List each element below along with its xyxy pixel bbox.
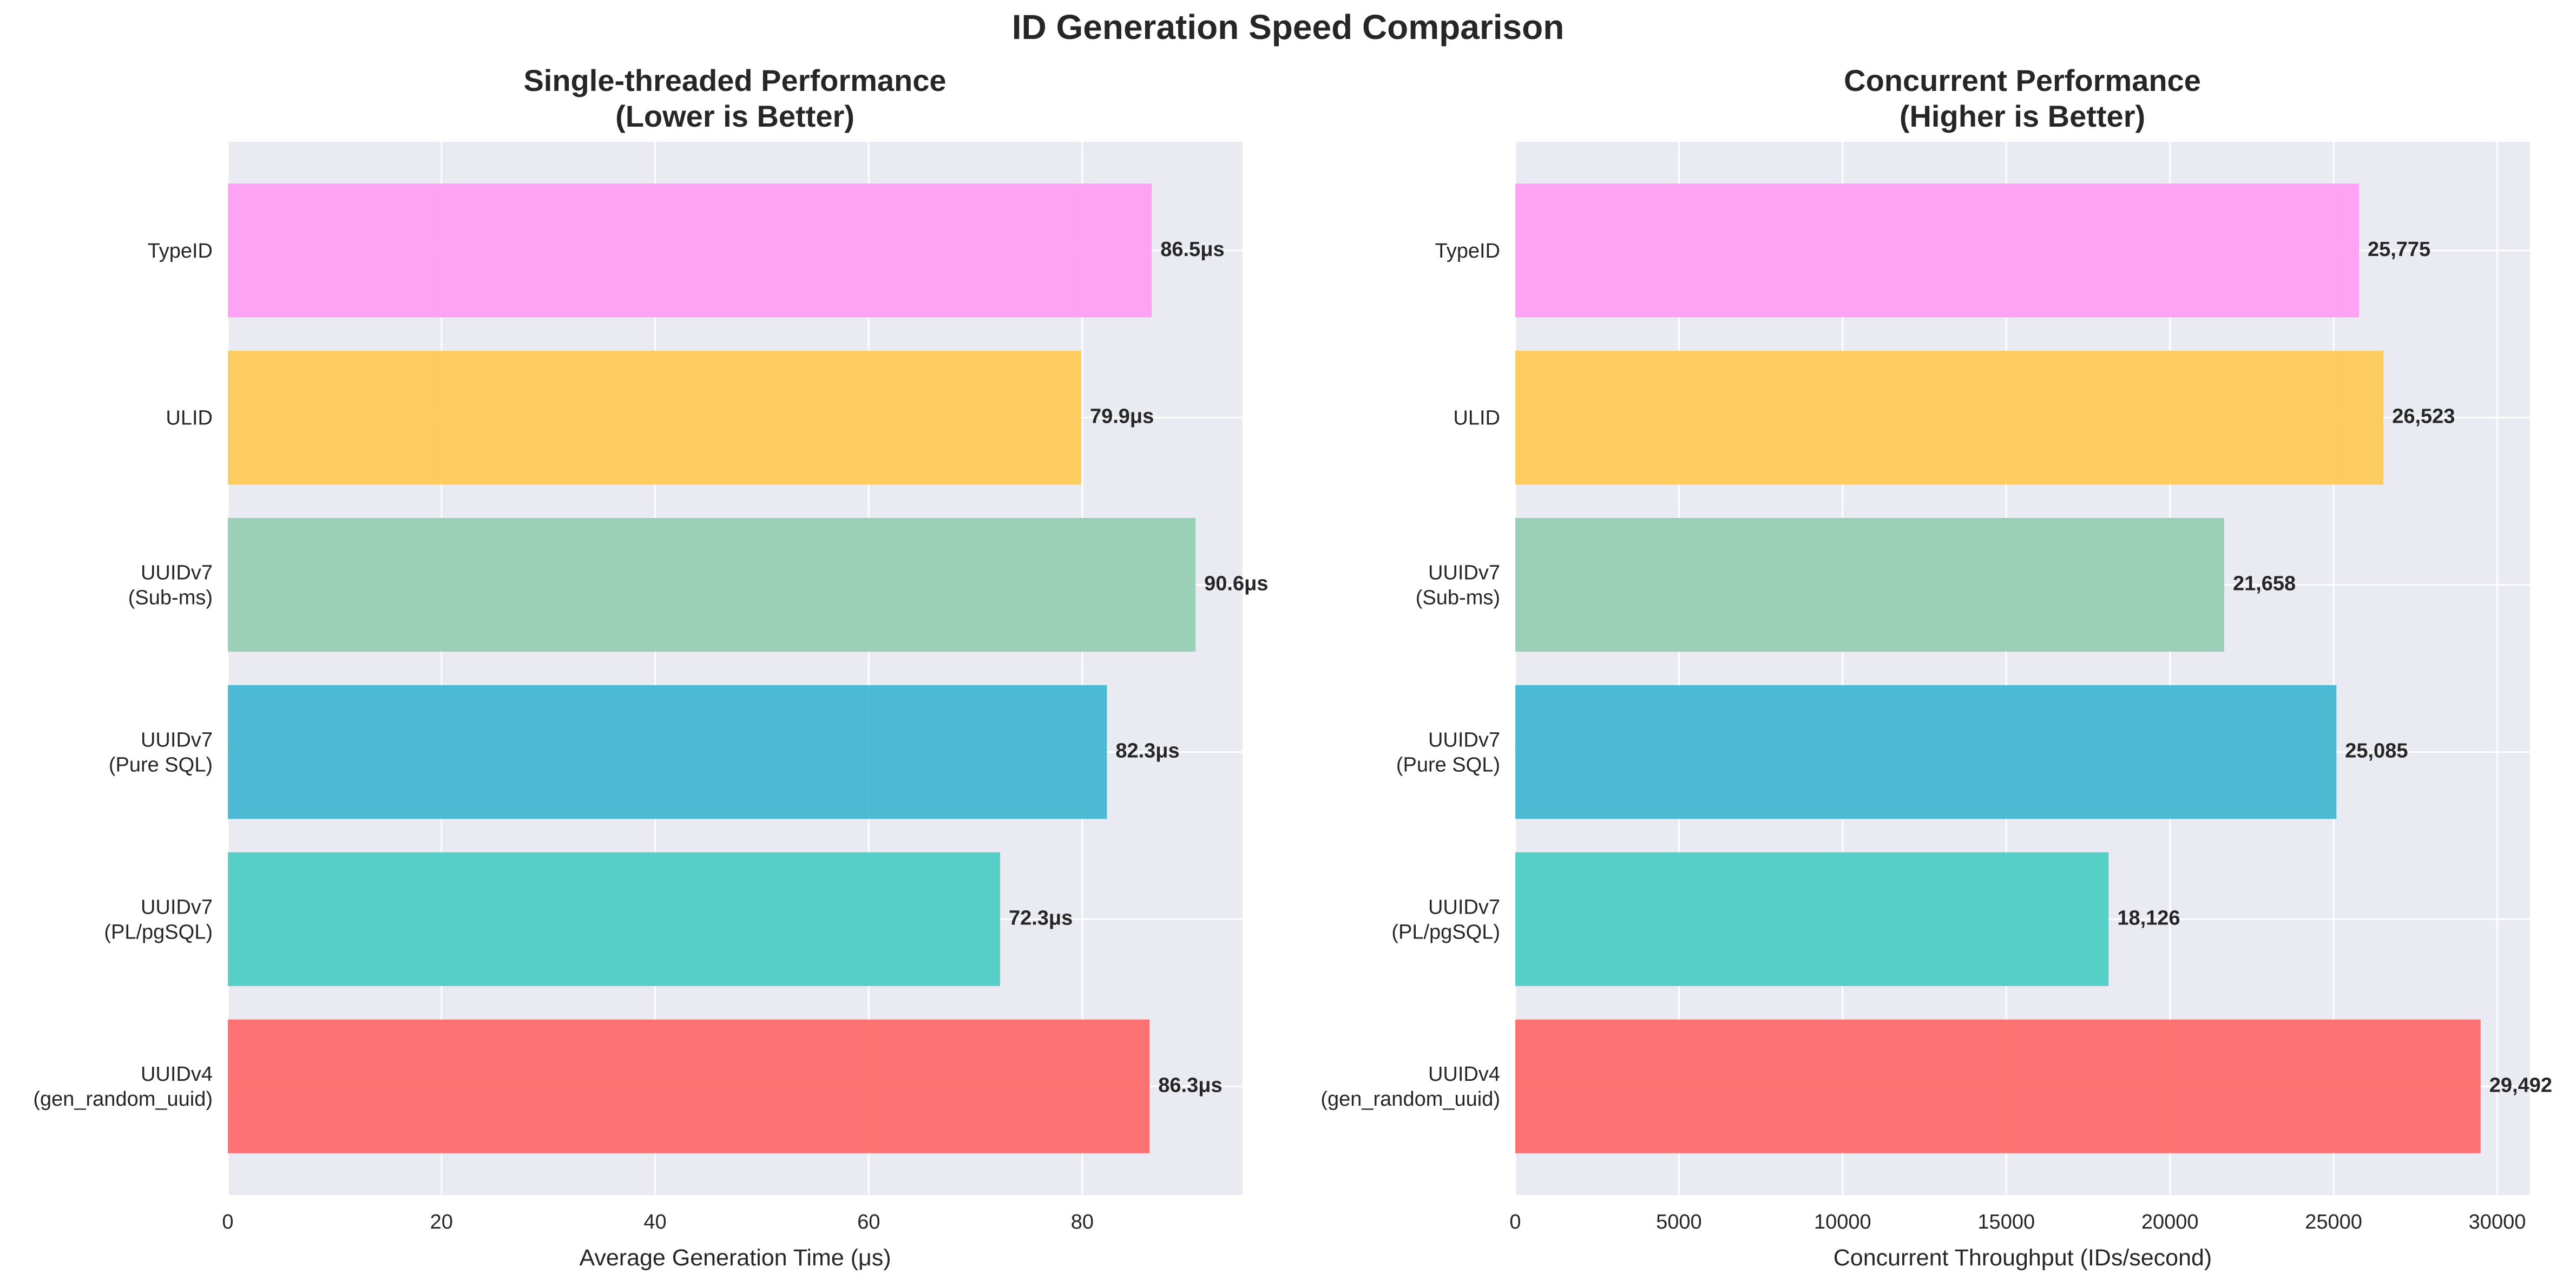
- y-tick-label: UUIDv7 (Pure SQL): [1396, 728, 1500, 776]
- bar-value-label: 79.9μs: [1090, 405, 1154, 428]
- y-tick-label: TypeID: [1435, 240, 1500, 262]
- x-tick-label: 80: [1071, 1211, 1094, 1233]
- y-tick-label: ULID: [1453, 407, 1500, 430]
- x-tick-label: 5000: [1656, 1211, 1702, 1233]
- bar: [1515, 685, 2337, 819]
- bar: [1515, 183, 2359, 318]
- concurrent-chart: 29,492 18,126 25,085 21,658 26,523 25,775 UUID…: [1320, 63, 2552, 1271]
- subplot-title: Single-threaded Performance (Lower is Bet…: [523, 63, 946, 133]
- bar-value-label: 86.3μs: [1158, 1074, 1222, 1097]
- y-tick-label: TypeID: [148, 240, 213, 262]
- y-tick-label: UUIDv4 (gen_random_uuid): [1320, 1063, 1500, 1111]
- y-tick-label: UUIDv7 (Sub-ms): [1416, 562, 1500, 609]
- bar: [1515, 518, 2224, 652]
- bar-value-label: 29,492: [2489, 1074, 2552, 1097]
- bar-value-label: 72.3μs: [1009, 907, 1073, 929]
- x-tick-label: 15000: [1977, 1211, 2035, 1233]
- bar: [228, 183, 1152, 318]
- x-axis-label: Concurrent Throughput (IDs/second): [1834, 1245, 2212, 1271]
- bar: [228, 1019, 1150, 1153]
- x-axis-label: Average Generation Time (μs): [579, 1245, 891, 1271]
- x-tick-label: 20000: [2141, 1211, 2199, 1233]
- y-tick-label: UUIDv4 (gen_random_uuid): [33, 1063, 213, 1111]
- y-tick-label: UUIDv7 (Sub-ms): [128, 562, 213, 609]
- bar-value-label: 25,085: [2345, 739, 2408, 762]
- bar: [1515, 351, 2384, 485]
- bar: [1515, 1019, 2481, 1153]
- y-tick-label: UUIDv7 (Pure SQL): [109, 728, 213, 776]
- bar: [228, 351, 1081, 485]
- x-tick-label: 10000: [1814, 1211, 1871, 1233]
- y-tick-label: ULID: [166, 407, 213, 430]
- x-tick-label: 30000: [2469, 1211, 2526, 1233]
- y-tick-label: UUIDv7 (PL/pgSQL): [104, 896, 213, 943]
- x-tick-label: 0: [1509, 1211, 1521, 1233]
- single-threaded-chart: 86.3μs 72.3μs 82.3μs 90.6μs 79.9μs 86.5μs UUID…: [33, 63, 1268, 1271]
- x-tick-label: 40: [643, 1211, 666, 1233]
- y-tick-label: UUIDv7 (PL/pgSQL): [1391, 896, 1500, 943]
- subplot-title: Concurrent Performance (Higher is Better): [1844, 63, 2201, 133]
- bar-value-label: 21,658: [2233, 573, 2296, 595]
- bar: [228, 685, 1107, 819]
- bar: [228, 852, 1000, 986]
- figure-title: ID Generation Speed Comparison: [1012, 8, 1565, 47]
- bar-value-label: 26,523: [2392, 405, 2455, 428]
- bar-value-label: 82.3μs: [1115, 739, 1179, 762]
- bar-value-label: 86.5μs: [1160, 238, 1224, 261]
- bar-value-label: 18,126: [2117, 907, 2180, 929]
- bar: [228, 518, 1196, 652]
- x-tick-label: 60: [857, 1211, 880, 1233]
- x-tick-label: 20: [430, 1211, 453, 1233]
- x-tick-label: 25000: [2305, 1211, 2362, 1233]
- bar: [1515, 852, 2109, 986]
- x-tick-label: 0: [222, 1211, 233, 1233]
- bar-value-label: 90.6μs: [1204, 573, 1268, 595]
- bar-value-label: 25,775: [2368, 238, 2430, 261]
